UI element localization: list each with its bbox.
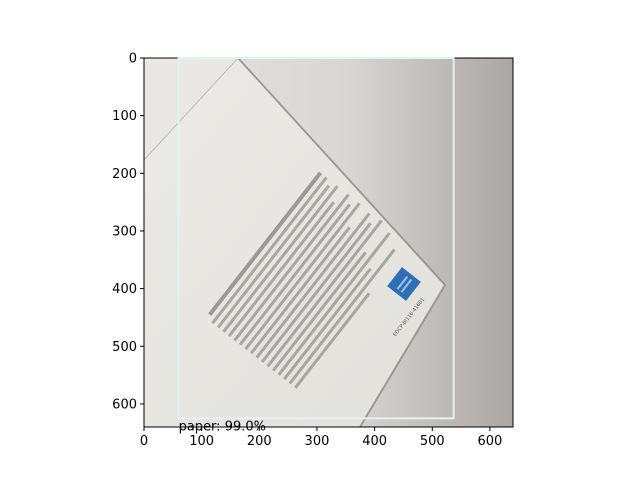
- x-tick-label: 0: [140, 434, 148, 449]
- x-tick-label: 100: [189, 434, 214, 449]
- detection-box: [177, 57, 455, 420]
- y-tick-label: 500: [112, 340, 137, 355]
- photo: EDCP-BI116-41601: [144, 58, 513, 427]
- x-tick-label: 300: [305, 434, 330, 449]
- y-tick-label: 400: [112, 282, 137, 297]
- x-tick-label: 200: [247, 434, 272, 449]
- card-text-block: [208, 171, 396, 389]
- card: EDCP-BI116-41601: [144, 58, 447, 427]
- y-tick-label: 600: [112, 397, 137, 412]
- x-tick-label: 600: [478, 434, 503, 449]
- y-tick-label: 300: [112, 224, 137, 239]
- x-axis: 0 100 200 300 400 500 600: [140, 427, 502, 449]
- y-axis: 0 100 200 300 400 500 600: [112, 52, 144, 412]
- x-tick-label: 400: [362, 434, 387, 449]
- amex-logo: [387, 267, 421, 301]
- x-tick-label: 500: [420, 434, 445, 449]
- detection-label: paper: 99.0%: [179, 419, 266, 434]
- y-tick-label: 0: [129, 52, 137, 67]
- y-tick-label: 100: [112, 109, 137, 124]
- y-tick-label: 200: [112, 167, 137, 182]
